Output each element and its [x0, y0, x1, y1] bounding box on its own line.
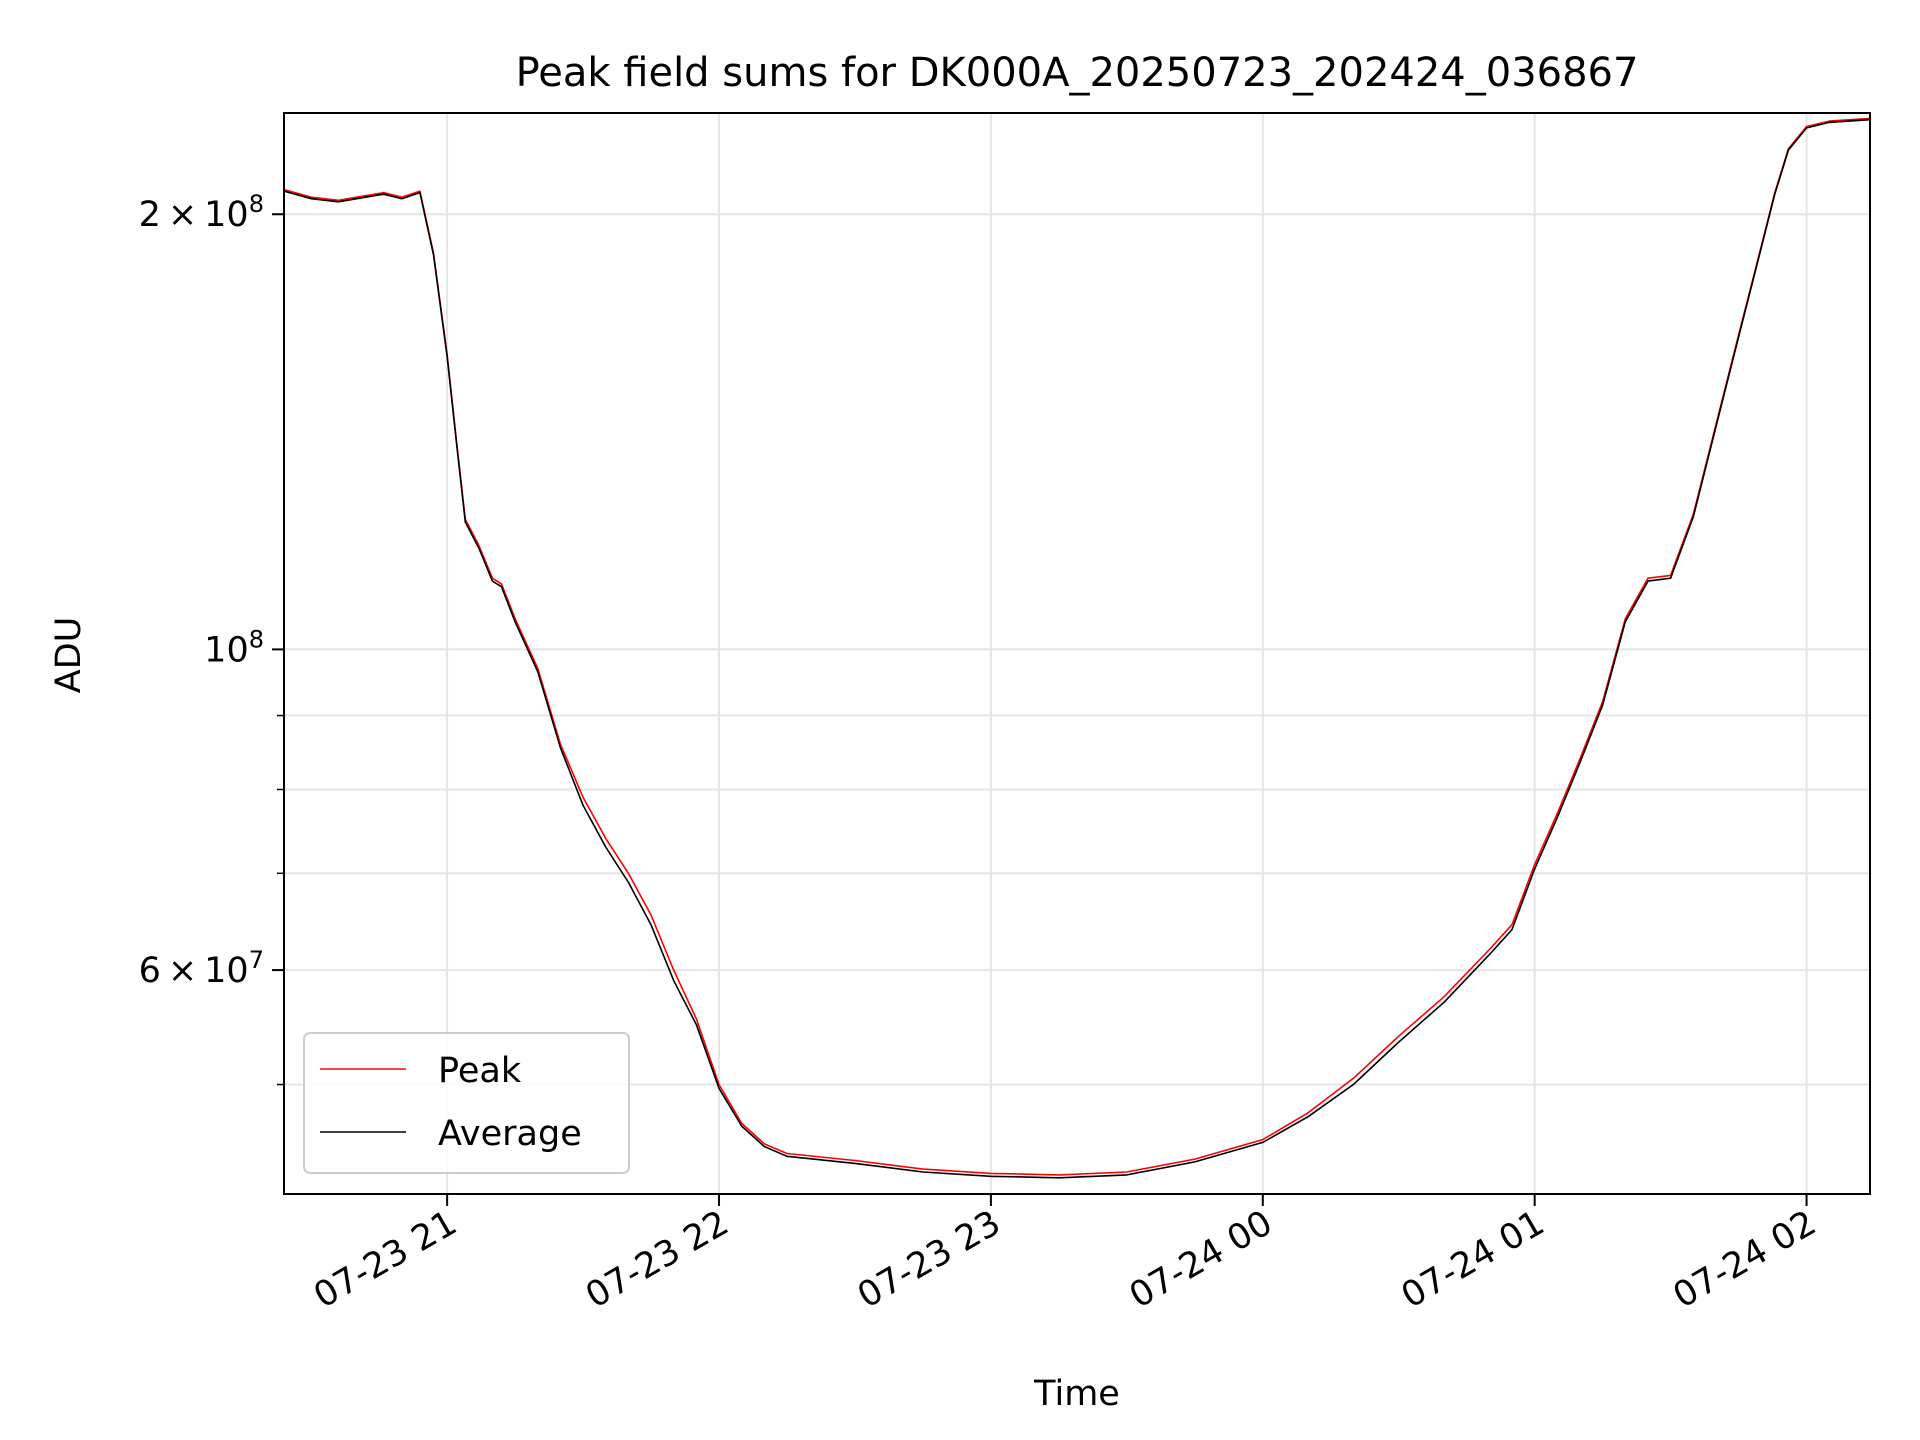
series-lines: [283, 117, 1871, 1179]
chart-title: Peak field sums for DK000A_20250723_2024…: [516, 50, 1639, 96]
y-axis-label: ADU: [49, 617, 89, 694]
series-line-average: [283, 118, 1871, 1179]
y-tick-label: 108: [204, 625, 264, 670]
y-tick-label: 2 × 108: [139, 190, 264, 235]
legend-box: [303, 1032, 630, 1174]
plot-frame: [283, 112, 1871, 1195]
y-tick-label: 6 × 107: [139, 946, 264, 991]
legend-label-peak: Peak: [438, 1051, 522, 1091]
legend-label-average: Average: [438, 1114, 582, 1154]
x-axis-label: Time: [1033, 1374, 1120, 1414]
grid: [284, 113, 1870, 1194]
legend: Peak Average: [303, 1032, 630, 1174]
y-axis-ticks: 2 × 108 108 6 × 107: [139, 190, 284, 1086]
